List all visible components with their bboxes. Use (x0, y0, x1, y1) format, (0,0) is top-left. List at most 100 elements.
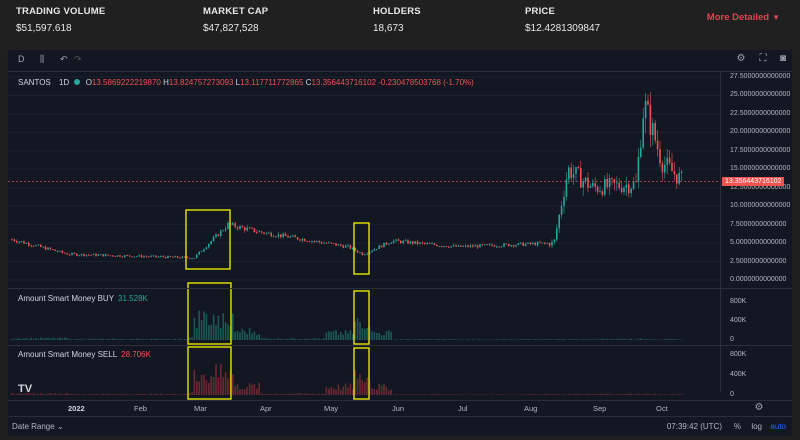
more-detailed-button[interactable]: More Detailed ▼ (707, 12, 780, 23)
candle-body (248, 227, 251, 229)
volume-bar (145, 394, 148, 395)
candle-body (678, 172, 680, 184)
volume-bar (364, 381, 366, 395)
sell-axis-tick-label: 800K (730, 351, 747, 358)
candle-body (263, 232, 265, 234)
volume-bar (649, 394, 652, 395)
volume-bar (568, 394, 570, 395)
fullscreen-icon[interactable]: ⛶ (759, 53, 767, 64)
volume-bar (251, 384, 253, 395)
candle-body (119, 255, 121, 257)
volume-bar (73, 339, 76, 340)
volume-bar (66, 338, 68, 340)
candle-body (560, 205, 563, 215)
price-axis-tick-label: 12.5000000000000 (730, 183, 791, 191)
volume-bar (611, 394, 613, 395)
interval-button[interactable]: D (18, 54, 25, 64)
candle-body (541, 242, 544, 244)
volume-bar (157, 338, 160, 340)
candle-body (575, 167, 577, 174)
clock-time: 07:39:42 (UTC) (666, 422, 722, 431)
candle-body (260, 231, 263, 233)
candle-body (54, 249, 56, 251)
volume-bar (145, 339, 148, 340)
candle-body (215, 234, 217, 238)
tradingview-logo: TV (18, 383, 33, 395)
chart-canvas[interactable] (8, 50, 792, 416)
candle-body (481, 244, 484, 246)
candle-body (66, 253, 68, 255)
volume-bar (157, 394, 160, 395)
volume-bar (150, 393, 152, 395)
volume-bar (11, 393, 13, 395)
volume-bar (457, 394, 460, 395)
volume-bar (335, 389, 337, 395)
volume-bar (263, 393, 265, 395)
candle-body (313, 241, 316, 242)
volume-bar (332, 388, 335, 395)
auto-toggle[interactable]: auto (770, 422, 786, 431)
candle-body (342, 245, 344, 248)
candle-body (193, 257, 196, 259)
volume-bar (328, 331, 330, 340)
time-axis-tick-label: Apr (260, 404, 272, 413)
candle-body (474, 245, 476, 247)
indicators-icon[interactable]: ⫼ (40, 54, 45, 64)
volume-bar (256, 388, 258, 395)
volume-bar (647, 339, 649, 340)
volume-bar (625, 339, 628, 340)
volume-bar (407, 394, 409, 395)
volume-bar (500, 339, 503, 340)
log-toggle[interactable]: log (751, 422, 762, 431)
redo-icon[interactable]: ↷ (74, 54, 82, 64)
date-range-dropdown[interactable]: Date Range ⌄ (12, 422, 64, 431)
candle-body (404, 240, 407, 242)
bottom-bar: Date Range ⌄ 07:39:42 (UTC) % log auto (8, 416, 792, 436)
volume-bar (47, 337, 49, 340)
volume-bar (618, 338, 620, 340)
volume-bar (601, 393, 604, 395)
volume-bar (376, 333, 378, 340)
candle-body (328, 242, 330, 244)
volume-bar (104, 393, 107, 395)
volume-bar (40, 393, 42, 395)
volume-bar (56, 394, 59, 395)
volume-bar (289, 338, 292, 340)
undo-icon[interactable]: ↶ (60, 54, 68, 64)
volume-bar (176, 394, 179, 395)
volume-bar (181, 394, 184, 395)
camera-icon[interactable]: ◙ (779, 53, 787, 64)
percent-toggle[interactable]: % (733, 422, 741, 431)
volume-bar (13, 338, 16, 340)
volume-bar (587, 339, 589, 340)
candle-body (133, 256, 136, 258)
candle-body (256, 231, 258, 233)
volume-bar (114, 338, 116, 340)
pane-divider-2[interactable] (8, 345, 792, 346)
candle-body (234, 223, 236, 228)
candle-body (498, 246, 500, 248)
candle-body (568, 167, 570, 180)
candle-body (563, 196, 565, 206)
volume-bar (575, 394, 577, 395)
settings-icon[interactable]: ⚙ (736, 53, 746, 64)
candle-body (644, 100, 647, 119)
volume-bar (359, 322, 361, 340)
volume-bar (505, 339, 508, 340)
volume-bar (584, 394, 587, 395)
pane-divider-1[interactable] (8, 288, 792, 289)
volume-bar (215, 364, 217, 395)
candle-body (508, 243, 510, 247)
volume-bar (448, 394, 450, 395)
volume-bar (416, 394, 419, 395)
volume-bar (200, 375, 203, 395)
volume-bar (443, 394, 445, 395)
candle-body (124, 255, 126, 257)
candle-body (246, 227, 248, 231)
candle-body (421, 242, 424, 244)
volume-bar (66, 392, 68, 395)
axis-settings-icon[interactable]: ⚙ (754, 402, 764, 413)
volume-bar (246, 334, 248, 340)
volume-bar (268, 338, 270, 340)
volume-bar (284, 394, 287, 395)
